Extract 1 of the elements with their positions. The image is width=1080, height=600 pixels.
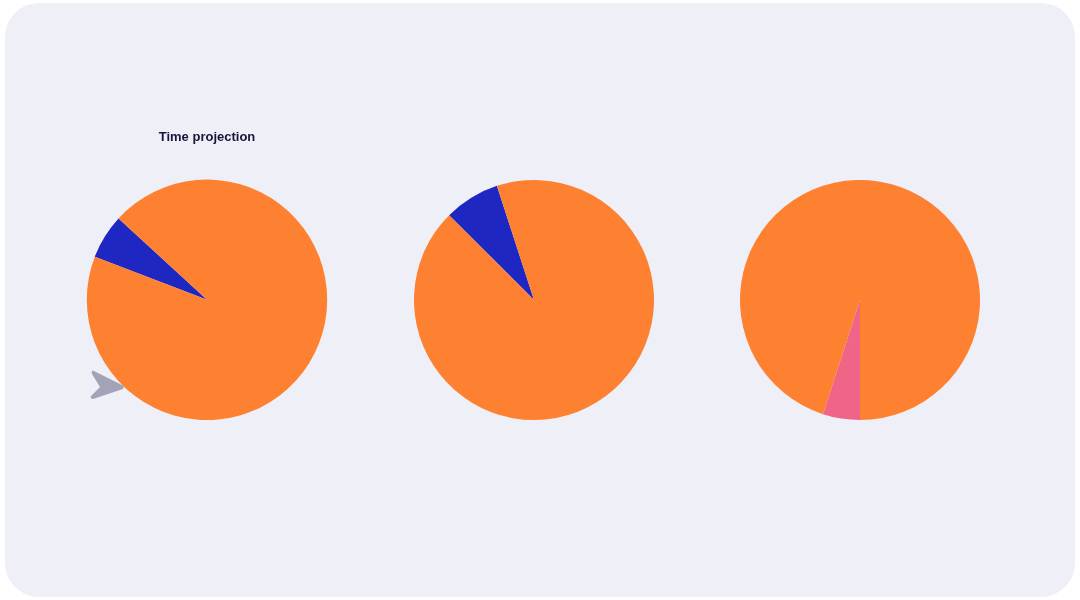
chart-title: Time projection — [158, 129, 256, 145]
